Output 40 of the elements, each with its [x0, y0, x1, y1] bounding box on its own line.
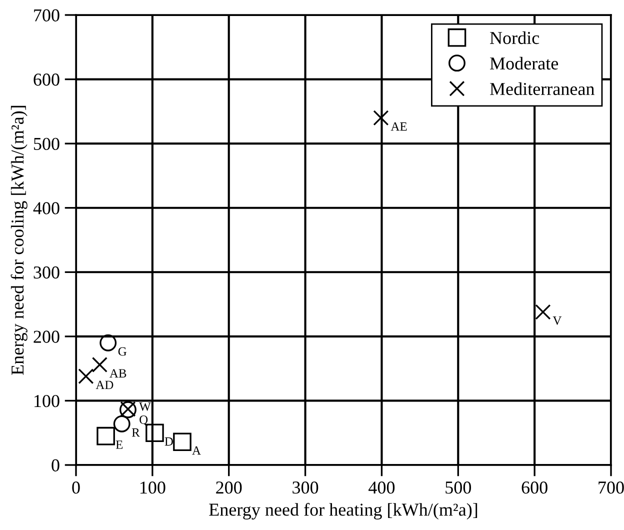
y-axis-title: Energy need for cooling [kWh/(m²a)]	[10, 106, 28, 375]
x-tick-label: 700	[598, 481, 624, 494]
x-tick-label: 300	[292, 481, 318, 494]
y-tick-label: 500	[34, 138, 60, 150]
point	[100, 334, 117, 352]
y-tick-label: 700	[34, 9, 60, 22]
annotation: AD	[96, 380, 114, 390]
annotation: AE	[390, 122, 407, 131]
point	[373, 110, 389, 126]
legend-label: Moderate	[490, 56, 558, 70]
legend-label: Mediterranean	[490, 82, 594, 96]
y-tick-label: 0	[52, 459, 60, 472]
annotation: E	[116, 440, 123, 449]
point	[96, 426, 115, 446]
annotation: W	[139, 402, 151, 411]
x-axis-title: Energy need for heating [kWh/(m²a)]	[209, 502, 478, 520]
point	[173, 432, 192, 452]
y-tick-label: 300	[34, 266, 60, 279]
annotation: D	[164, 437, 173, 446]
y-tick-label: 100	[34, 394, 60, 408]
x-tick-label: 500	[446, 481, 471, 494]
x-tick-label: 600	[522, 481, 548, 494]
annotation: G	[118, 347, 126, 356]
legend-label: Nordic	[490, 31, 540, 44]
x-tick-label: 100	[140, 481, 166, 494]
y-tick-label: 400	[33, 202, 60, 214]
annotation: AB	[110, 369, 126, 378]
x-tick-label: 0	[72, 481, 80, 494]
annotation: A	[192, 446, 201, 455]
point	[113, 415, 130, 432]
point	[78, 368, 94, 384]
annotation: R	[132, 428, 140, 437]
x-tick-label: 400	[368, 481, 395, 494]
x-tick-label: 200	[216, 481, 242, 494]
point	[92, 356, 108, 372]
y-tick-label: 200	[34, 330, 60, 343]
y-tick-label: 600	[34, 74, 60, 86]
point	[535, 304, 551, 320]
annotation: Q	[140, 416, 148, 426]
annotation: V	[552, 316, 562, 325]
